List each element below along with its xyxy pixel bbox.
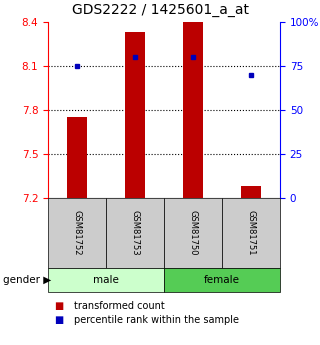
Text: GSM81752: GSM81752 xyxy=(73,210,82,256)
Bar xyxy=(67,117,87,198)
Bar xyxy=(183,22,203,198)
Bar xyxy=(164,198,222,268)
Bar xyxy=(222,198,280,268)
Bar xyxy=(48,268,164,292)
Bar xyxy=(125,32,145,198)
Text: GSM81750: GSM81750 xyxy=(188,210,197,256)
Text: percentile rank within the sample: percentile rank within the sample xyxy=(74,315,239,325)
Text: transformed count: transformed count xyxy=(74,301,164,311)
Text: female: female xyxy=(204,275,240,285)
Text: ■: ■ xyxy=(54,315,64,325)
Text: GSM81753: GSM81753 xyxy=(131,210,140,256)
Bar xyxy=(241,186,261,198)
Bar xyxy=(106,198,164,268)
Text: GDS2222 / 1425601_a_at: GDS2222 / 1425601_a_at xyxy=(71,3,249,17)
Text: ■: ■ xyxy=(54,301,64,311)
Text: GSM81751: GSM81751 xyxy=(246,210,255,256)
Bar xyxy=(164,268,280,292)
Bar xyxy=(48,198,106,268)
Text: gender ▶: gender ▶ xyxy=(3,275,52,285)
Text: male: male xyxy=(93,275,119,285)
